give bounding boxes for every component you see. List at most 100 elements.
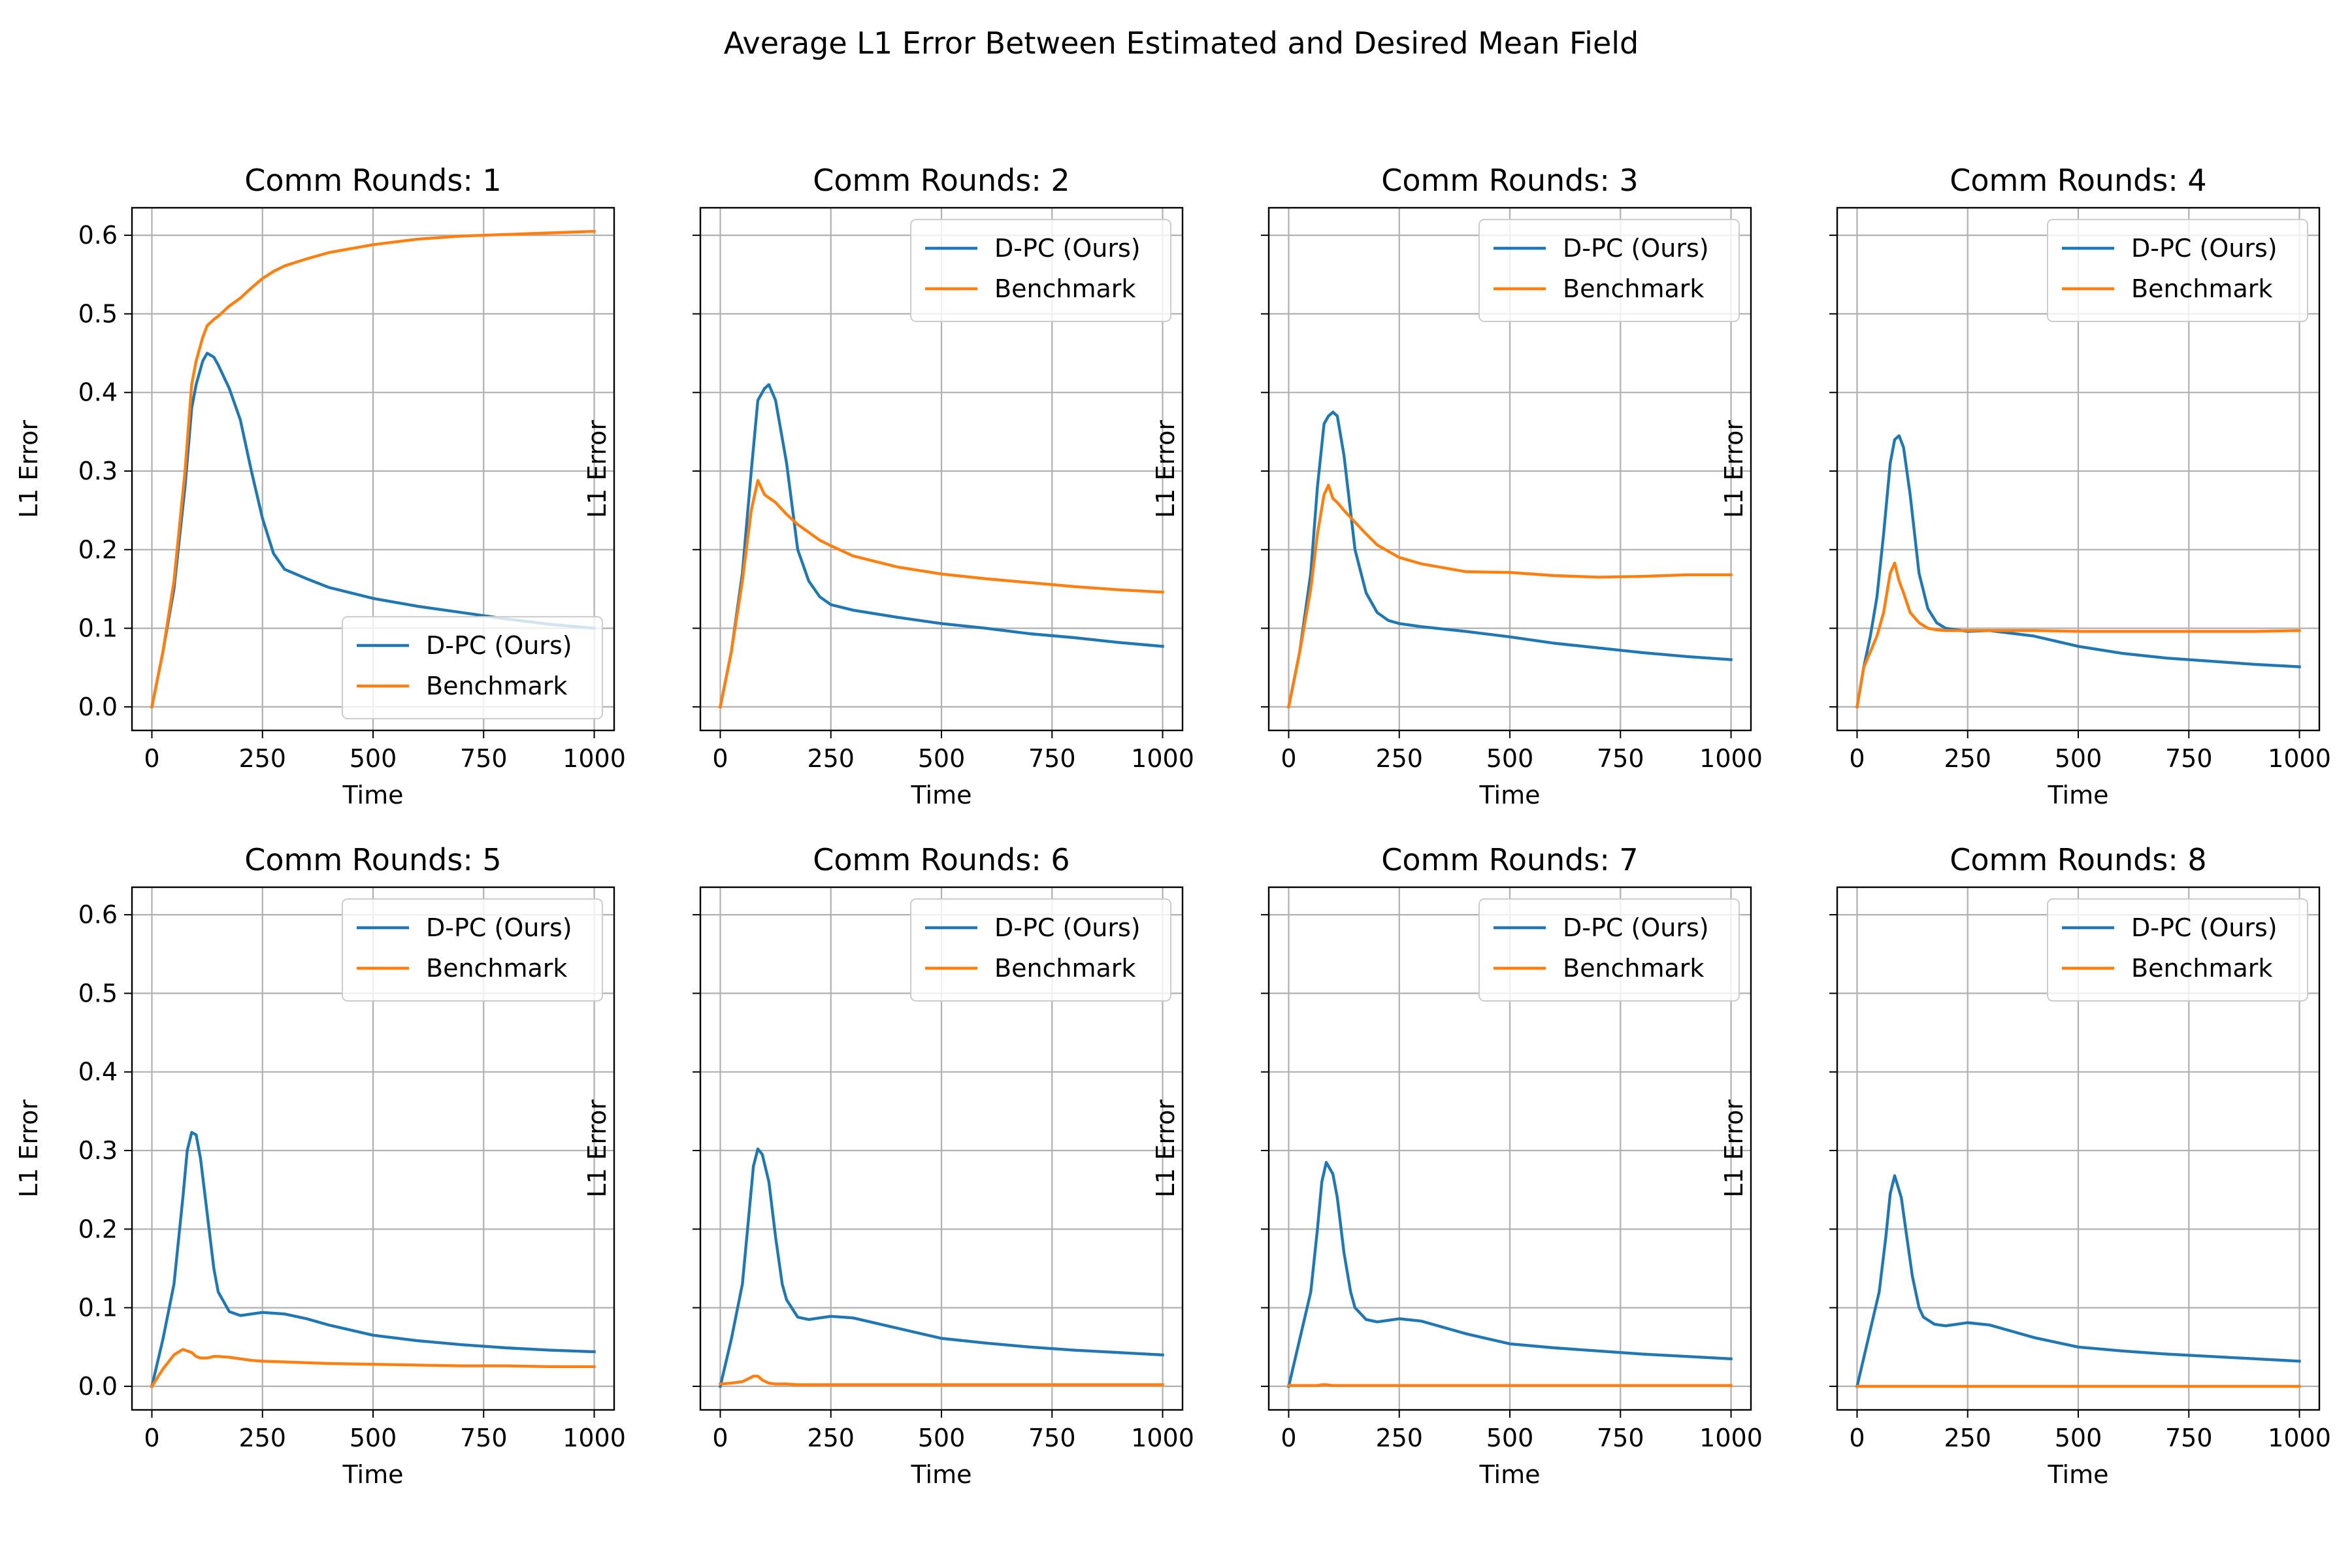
- series-line-dpc: [718, 383, 1164, 709]
- y-tick-label: 0.6: [78, 221, 118, 250]
- y-axis-label: L1 Error: [583, 1100, 612, 1198]
- legend: D-PC (Ours) Benchmark: [910, 219, 1171, 322]
- x-tick-label: 250: [238, 1424, 286, 1452]
- subplot-8: 0 250 500 750 1000 Comm Rounds: 8 Time L1 Error…: [1720, 842, 2331, 1489]
- x-tick-label: 0: [1281, 1424, 1296, 1452]
- series-line-benchmark: [150, 1348, 596, 1388]
- x-tick-label: 1000: [2268, 1424, 2331, 1452]
- legend-label-dpc: D-PC (Ours): [426, 913, 572, 942]
- x-tick-label: 0: [712, 1424, 728, 1452]
- subplot-title: Comm Rounds: 3: [1381, 163, 1638, 198]
- series-line-benchmark: [1855, 561, 2301, 709]
- legend-label-dpc: D-PC (Ours): [2131, 913, 2278, 942]
- series-line-benchmark: [1287, 1383, 1733, 1387]
- x-axis-label: Time: [911, 781, 972, 809]
- legend-label-benchmark: Benchmark: [2131, 274, 2272, 303]
- x-tick-label: 500: [2055, 744, 2102, 773]
- y-tick-label: 0.1: [78, 1294, 118, 1322]
- x-tick-label: 500: [1486, 1424, 1534, 1452]
- x-tick-label: 500: [350, 744, 397, 773]
- subplot-title: Comm Rounds: 1: [244, 163, 501, 198]
- series-line-dpc: [150, 351, 596, 709]
- x-tick-label: 1000: [1131, 744, 1194, 773]
- series-line-dpc: [1855, 1174, 2301, 1388]
- y-tick-label: 0.5: [78, 979, 118, 1007]
- y-tick-label: 0.2: [78, 535, 118, 564]
- x-tick-label: 1000: [563, 744, 626, 773]
- series-line-benchmark: [150, 229, 596, 709]
- legend-label-dpc: D-PC (Ours): [1563, 234, 1709, 263]
- x-tick-label: 750: [2165, 744, 2213, 773]
- x-axis-label: Time: [342, 1460, 404, 1489]
- subplot-title: Comm Rounds: 8: [1950, 842, 2206, 877]
- legend-label-dpc: D-PC (Ours): [1563, 913, 1709, 942]
- series-line-benchmark: [718, 479, 1164, 709]
- x-tick-label: 0: [1281, 744, 1296, 773]
- y-axis-label: L1 Error: [583, 420, 612, 518]
- x-tick-label: 500: [918, 744, 966, 773]
- y-tick-label: 0.1: [78, 614, 118, 643]
- legend-label-benchmark: Benchmark: [994, 954, 1135, 983]
- legend-label-benchmark: Benchmark: [1563, 954, 1704, 983]
- y-axis-label: L1 Error: [14, 1100, 43, 1198]
- x-axis-label: Time: [2048, 1460, 2109, 1489]
- legend-label-benchmark: Benchmark: [426, 672, 567, 700]
- series-line-dpc: [718, 1147, 1164, 1388]
- x-tick-label: 750: [2165, 1424, 2213, 1452]
- x-tick-label: 750: [460, 744, 508, 773]
- x-tick-label: 250: [807, 1424, 855, 1452]
- series-line-dpc: [150, 1131, 596, 1388]
- x-tick-label: 1000: [563, 1424, 626, 1452]
- x-tick-label: 500: [918, 1424, 966, 1452]
- x-tick-label: 0: [1849, 1424, 1865, 1452]
- x-tick-label: 500: [350, 1424, 397, 1452]
- subplot-title: Comm Rounds: 4: [1950, 163, 2206, 198]
- x-axis-label: Time: [342, 781, 404, 809]
- x-tick-label: 0: [1849, 744, 1865, 773]
- legend: D-PC (Ours) Benchmark: [2047, 219, 2308, 322]
- y-tick-label: 0.2: [78, 1215, 118, 1243]
- grid-lines: [132, 208, 614, 730]
- x-tick-label: 1000: [1699, 1424, 1763, 1452]
- y-tick-label: 0.3: [78, 457, 118, 485]
- y-tick-label: 0.0: [78, 1372, 118, 1401]
- x-axis-label: Time: [1479, 1460, 1541, 1489]
- subplot-3: 0 250 500 750 1000 Comm Rounds: 3 Time L1 Error…: [1151, 163, 1763, 809]
- x-axis-label: Time: [911, 1460, 972, 1489]
- x-axis-label: Time: [1479, 781, 1541, 809]
- series-line-benchmark: [1286, 483, 1733, 709]
- legend-box: [2047, 219, 2308, 322]
- x-tick-label: 250: [1375, 1424, 1423, 1452]
- x-tick-label: 1000: [1131, 1424, 1194, 1452]
- x-tick-label: 500: [2055, 1424, 2102, 1452]
- legend-label-dpc: D-PC (Ours): [426, 631, 572, 660]
- x-tick-label: 0: [712, 744, 728, 773]
- y-tick-label: 0.3: [78, 1136, 118, 1165]
- x-tick-label: 250: [1375, 744, 1423, 773]
- legend-label-dpc: D-PC (Ours): [994, 913, 1141, 942]
- legend: D-PC (Ours) Benchmark: [1478, 898, 1740, 1002]
- x-axis-label: Time: [2048, 781, 2109, 809]
- y-axis-label: L1 Error: [1720, 1100, 1748, 1198]
- y-tick-label: 0.6: [78, 900, 118, 929]
- y-tick-label: 0.5: [78, 299, 118, 328]
- x-tick-label: 750: [460, 1424, 508, 1452]
- legend: D-PC (Ours) Benchmark: [910, 898, 1171, 1002]
- legend-label-benchmark: Benchmark: [1563, 274, 1704, 303]
- x-tick-label: 250: [1944, 744, 1991, 773]
- legend-label-benchmark: Benchmark: [426, 954, 567, 983]
- legend: D-PC (Ours) Benchmark: [342, 898, 603, 1002]
- subplot-7: 0 250 500 750 1000 Comm Rounds: 7 Time L1 Error…: [1151, 842, 1763, 1489]
- legend-label-benchmark: Benchmark: [994, 274, 1135, 303]
- y-axis-label: L1 Error: [1151, 420, 1180, 518]
- x-tick-label: 750: [1028, 744, 1076, 773]
- y-tick-label: 0.4: [78, 378, 118, 407]
- x-tick-label: 750: [1597, 1424, 1644, 1452]
- legend: D-PC (Ours) Benchmark: [2047, 898, 2308, 1002]
- subplot-title: Comm Rounds: 6: [813, 842, 1070, 877]
- x-tick-label: 1000: [2268, 744, 2331, 773]
- legend-label-benchmark: Benchmark: [2131, 954, 2272, 983]
- y-axis-label: L1 Error: [1720, 420, 1748, 518]
- series-line-dpc: [1286, 1160, 1733, 1388]
